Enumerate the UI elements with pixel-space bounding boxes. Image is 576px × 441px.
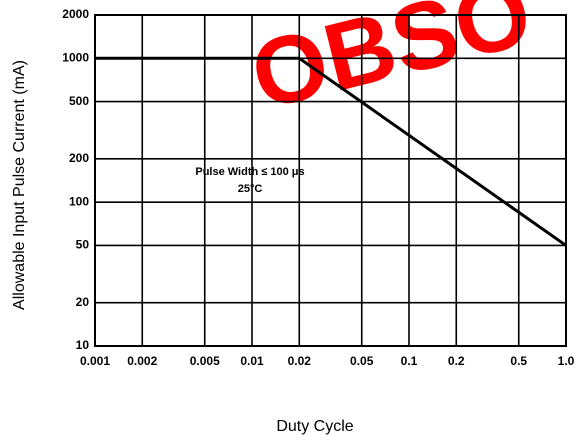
y-tick-label: 200 <box>69 151 89 165</box>
y-tick-label: 100 <box>69 194 89 208</box>
plot-border <box>94 14 567 347</box>
x-axis-label: Duty Cycle <box>276 418 353 435</box>
y-tick-label: 10 <box>76 338 90 352</box>
x-tick-label: 0.002 <box>127 354 157 368</box>
x-tick-label: 0.2 <box>448 354 465 368</box>
y-tick-label: 2000 <box>62 7 89 21</box>
x-tick-label: 1.0 <box>558 354 575 368</box>
data-line <box>95 56 567 247</box>
y-tick-label: 50 <box>76 238 90 252</box>
x-tick-label: 0.01 <box>240 354 264 368</box>
x-tick-label: 0.02 <box>288 354 312 368</box>
y-tick-label: 1000 <box>62 50 89 64</box>
x-tick-label: 0.5 <box>510 354 527 368</box>
y-tick-label: 500 <box>69 94 89 108</box>
x-tick-label: 0.1 <box>401 354 418 368</box>
y-tick-label: 20 <box>76 295 90 309</box>
x-tick-label: 0.005 <box>190 354 220 368</box>
x-tick-label: 0.001 <box>80 354 110 368</box>
x-tick-label: 0.05 <box>350 354 374 368</box>
annotation: 25°C <box>238 183 263 195</box>
annotation: Pulse Width ≤ 100 μs <box>195 166 304 178</box>
y-axis-label: Allowable Input Pulse Current (mA) <box>11 60 28 310</box>
watermark: OBSO <box>241 0 541 130</box>
